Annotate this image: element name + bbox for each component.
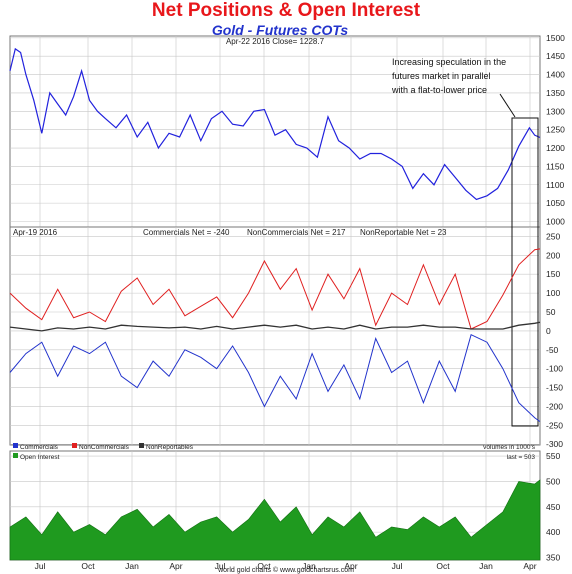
price-header: Apr-22 2016 Close= 1228.7 — [226, 37, 325, 46]
x-tick-label: Apr — [169, 561, 182, 571]
panel-1-y-tick-label: 1500 — [546, 33, 565, 43]
x-tick-label: Jul — [392, 561, 403, 571]
panel-1-y-tick-label: 1400 — [546, 70, 565, 80]
legend-swatch-3 — [139, 443, 144, 448]
gold-price-line — [9, 47, 541, 201]
panel-1-y-tick-label: 1150 — [546, 161, 565, 171]
panel-2-y-tick-label: 50 — [546, 307, 556, 317]
annotation-line: with a flat-to-lower price — [391, 85, 487, 95]
volumes-note: volumes in 1000's — [483, 444, 536, 451]
x-tick-label: Jan — [302, 561, 316, 571]
chart-subtitle: Gold - Futures COTs — [211, 22, 349, 38]
panel-2-y-tick-label: 100 — [546, 288, 560, 298]
panel-2-y-tick-label: -150 — [546, 383, 563, 393]
panel-1-y-tick-label: 1000 — [546, 216, 565, 226]
panel-3-y-tick-label: 450 — [546, 502, 560, 512]
x-tick-label: Oct — [257, 561, 271, 571]
legend-label: Open Interest — [20, 454, 60, 461]
panel-3-y-tick-label: 550 — [546, 451, 560, 461]
legend-swatch-oi — [13, 453, 18, 458]
highlight-box — [511, 117, 539, 427]
panel-2-y-tick-label: 200 — [546, 250, 560, 260]
panel-1-y-tick-label: 1300 — [546, 106, 565, 116]
panel-1-y-tick-label: 1250 — [546, 125, 565, 135]
annotation-line: Increasing speculation in the — [392, 57, 506, 67]
open-interest-area — [9, 479, 541, 561]
x-tick-label: Jan — [125, 561, 139, 571]
panel-3-y-tick-label: 400 — [546, 527, 560, 537]
panel-3-y-tick-label: 350 — [546, 552, 560, 562]
x-tick-label: Apr — [523, 561, 536, 571]
panel-1-y-tick-label: 1450 — [546, 51, 565, 61]
panel-2-y-tick-label: -200 — [546, 401, 563, 411]
nonreportables-line — [9, 321, 541, 332]
panel-2-frame — [9, 226, 541, 446]
annotation-line: futures market in parallel — [392, 71, 491, 81]
net-header-date: Apr-19 2016 — [13, 228, 58, 237]
noncommercials-line — [9, 248, 541, 330]
panel-1-y-tick-label: 1100 — [546, 180, 565, 190]
net-header-stat: NonReportable Net = 23 — [360, 228, 447, 237]
last-value-label: last = 503 — [507, 454, 536, 461]
panel-2-y-tick-label: 250 — [546, 231, 560, 241]
panel-3-y-tick-label: 500 — [546, 476, 560, 486]
net-header-stat: NonCommercials Net = 217 — [247, 228, 346, 237]
x-tick-label: Jul — [215, 561, 226, 571]
annotation-leader-line — [499, 93, 516, 118]
panel-2-y-tick-label: -100 — [546, 364, 563, 374]
x-tick-label: Oct — [81, 561, 95, 571]
panel-1-frame — [9, 35, 541, 228]
legend-label: NonCommercials — [79, 444, 130, 451]
footer-credit: world gold charts © www.goldchartsrus.co… — [217, 566, 354, 574]
panel-1-y-tick-label: 1050 — [546, 198, 565, 208]
x-tick-label: Oct — [436, 561, 450, 571]
panel-2-y-tick-label: 0 — [546, 326, 551, 336]
x-tick-label: Jul — [35, 561, 46, 571]
legend-label: Commercials — [20, 444, 59, 451]
x-tick-label: Jan — [479, 561, 493, 571]
panel-2-y-tick-label: -250 — [546, 420, 563, 430]
commercials-line — [9, 333, 541, 423]
x-tick-label: Apr — [344, 561, 357, 571]
legend-swatch-2 — [72, 443, 77, 448]
net-header-stat: Commercials Net = -240 — [143, 228, 230, 237]
panel-2-y-tick-label: -300 — [546, 439, 563, 449]
legend-label: NonReportables — [146, 444, 194, 451]
panel-2-y-tick-label: -50 — [546, 345, 559, 355]
panel-2-y-tick-label: 150 — [546, 269, 560, 279]
legend-swatch-1 — [13, 443, 18, 448]
chart-title: Net Positions & Open Interest — [151, 0, 421, 21]
panel-1-y-tick-label: 1350 — [546, 88, 565, 98]
panel-1-y-tick-label: 1200 — [546, 143, 565, 153]
